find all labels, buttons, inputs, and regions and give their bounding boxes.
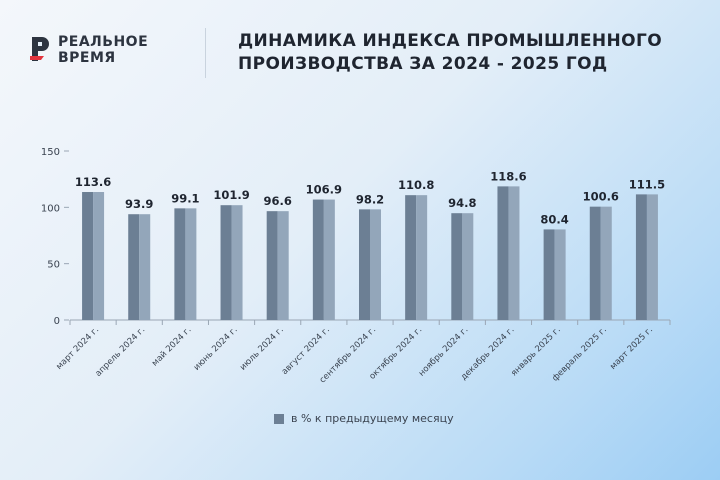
bar-highlight [416, 195, 428, 320]
chart-title-line-1: ДИНАМИКА ИНДЕКСА ПРОМЫШЛЕННОГО [238, 31, 663, 51]
bar [405, 195, 417, 320]
x-tick-label: август 2024 г. [280, 325, 332, 377]
bar [220, 205, 232, 320]
bar-highlight [600, 206, 612, 320]
bar [312, 199, 324, 320]
bar-highlight [93, 192, 105, 320]
x-tick-label: март 2025 г. [608, 325, 655, 372]
data-label: 80.4 [540, 212, 568, 226]
y-tick-label: 100 [41, 203, 60, 214]
data-label: 100.6 [583, 190, 619, 204]
bar-highlight [462, 213, 474, 320]
brand-name: РЕАЛЬНОЕ ВРЕМЯ [58, 34, 148, 66]
bar-highlight [231, 205, 243, 320]
x-tick-label: январь 2025 г. [509, 325, 562, 378]
x-tick-label: май 2024 г. [150, 325, 193, 368]
chart-title-line-2: ПРОИЗВОДСТВА ЗА 2024 - 2025 ГОД [238, 54, 608, 74]
bar [635, 194, 647, 320]
data-label: 98.2 [356, 192, 384, 206]
bar-highlight [139, 214, 151, 320]
data-label: 118.6 [490, 169, 526, 183]
bar-highlight [370, 209, 381, 320]
bar [451, 213, 463, 320]
data-label: 110.8 [398, 178, 434, 192]
bar [128, 214, 140, 320]
y-tick-label: 150 [41, 147, 60, 158]
y-tick-label: 0 [54, 316, 60, 327]
x-tick-label: ноябрь 2024 г. [417, 325, 471, 379]
bar-highlight [646, 194, 658, 320]
data-label: 106.9 [306, 183, 342, 197]
brand-mark-icon [30, 37, 49, 61]
brand-logo: РЕАЛЬНОЕ ВРЕМЯ [30, 34, 148, 66]
bar-highlight [185, 208, 197, 320]
bar-highlight [508, 186, 520, 320]
chart-legend: в % к предыдущему месяцу [274, 412, 454, 425]
bar [543, 229, 555, 320]
bar-highlight [277, 211, 289, 320]
y-tick-label: 50 [47, 260, 60, 271]
x-tick-label: июнь 2024 г. [192, 325, 240, 373]
data-label: 111.5 [629, 177, 665, 191]
x-tick-label: март 2024 г. [54, 325, 101, 372]
x-tick-label: апрель 2024 г. [94, 325, 148, 379]
chart-title: ДИНАМИКА ИНДЕКСА ПРОМЫШЛЕННОГО ПРОИЗВОДС… [238, 30, 662, 76]
bar-highlight [323, 199, 335, 320]
legend-swatch [274, 413, 284, 424]
bar [82, 192, 94, 320]
bar [359, 209, 370, 320]
data-label: 93.9 [125, 197, 153, 211]
brand-line-2: ВРЕМЯ [58, 50, 116, 66]
brand-line-1: РЕАЛЬНОЕ [58, 34, 149, 50]
data-label: 99.1 [171, 191, 199, 205]
bar-highlight [554, 229, 566, 320]
bar [497, 186, 509, 320]
data-label: 96.6 [264, 194, 292, 208]
bar [589, 206, 601, 320]
data-label: 113.6 [75, 175, 111, 189]
x-tick-label: июль 2024 г. [238, 325, 286, 373]
header-divider [205, 28, 206, 78]
bar [266, 211, 278, 320]
data-label: 101.9 [213, 188, 249, 202]
data-label: 94.8 [448, 196, 476, 210]
legend-label: в % к предыдущему месяцу [291, 412, 454, 425]
bar [174, 208, 186, 320]
